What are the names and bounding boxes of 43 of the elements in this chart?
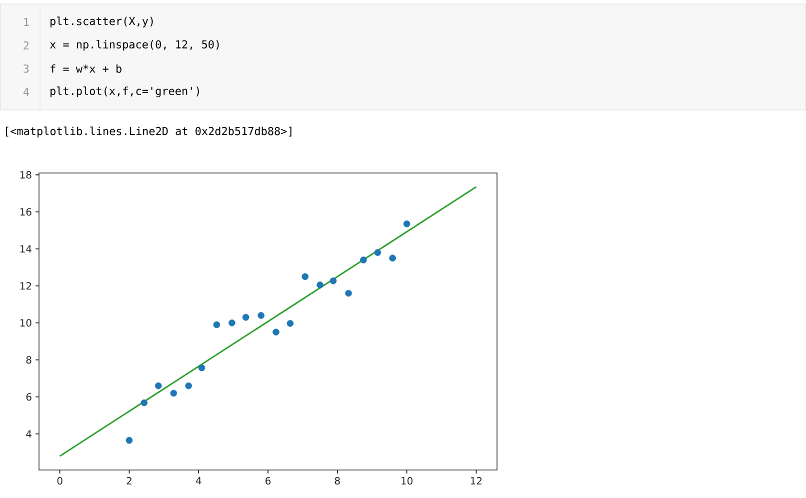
point [140, 399, 148, 406]
y-tick-label: 6 [26, 393, 32, 401]
point [198, 364, 206, 372]
point [258, 312, 264, 319]
text: 3 [24, 64, 29, 73]
y-tick-label: 16 [20, 208, 32, 216]
y-tick-label: 14 [20, 245, 32, 252]
point [330, 277, 337, 284]
x-tick-label: 10 [402, 476, 412, 485]
x-tick-label: 2 [126, 476, 132, 484]
point [403, 220, 410, 228]
y-tick-label: 4 [26, 430, 32, 438]
point [213, 321, 220, 328]
point [302, 273, 309, 280]
point [242, 314, 250, 321]
x-tick-label: 6 [266, 476, 271, 485]
point [345, 290, 352, 297]
text: 1 [24, 18, 29, 26]
point [126, 436, 133, 444]
x-tick-label: 0 [57, 476, 62, 485]
point [170, 390, 178, 397]
point [185, 382, 192, 390]
text: plt.plot(x,f,c='green') [50, 86, 199, 98]
point [374, 249, 382, 256]
text: f = w*x + b [50, 64, 122, 73]
x-tick-label: 12 [470, 476, 482, 484]
text: plt.scatter(X,y) [50, 16, 153, 28]
text: 2 [24, 41, 29, 50]
y-tick-label: 8 [26, 356, 32, 364]
point [286, 320, 294, 327]
point [228, 319, 236, 326]
x-tick-label: 4 [196, 477, 202, 484]
y-tick-label: 10 [20, 319, 32, 327]
text: x = np.linspace(0, 12, 50) [50, 40, 219, 51]
text: [<matplotlib.lines.Line2D at 0x2d2b517db88>] [6, 126, 292, 138]
point [154, 382, 162, 390]
point [389, 254, 396, 262]
point [360, 256, 367, 264]
x-tick-label: 8 [334, 476, 340, 485]
point [316, 282, 324, 288]
y-tick-label: 18 [20, 171, 32, 179]
y-tick-label: 12 [20, 282, 31, 290]
point [272, 328, 280, 336]
